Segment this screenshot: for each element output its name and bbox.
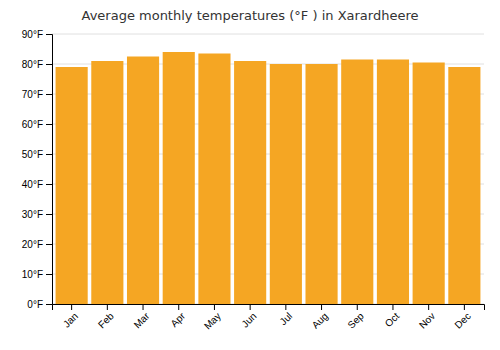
x-tick-mark bbox=[143, 304, 144, 310]
x-tick-mark bbox=[214, 304, 215, 310]
bar bbox=[270, 64, 302, 304]
y-tick-mark bbox=[46, 94, 52, 95]
x-tick-label: Sep bbox=[345, 310, 366, 331]
plot-area: 0°F 10°F 20°F 30°F 40°F 50°F 60°F 70°F 80°F 90°F J… bbox=[22, 29, 485, 332]
y-tick-label: 20°F bbox=[22, 239, 43, 250]
x-tick-label: Apr bbox=[168, 310, 187, 329]
grid bbox=[52, 34, 484, 304]
y-tick-label: 0°F bbox=[27, 299, 43, 310]
x-tick-label: Dec bbox=[452, 310, 472, 330]
y-tick: 80°F bbox=[22, 59, 52, 70]
x-tick: Aug bbox=[310, 304, 330, 331]
y-tick: 20°F bbox=[22, 239, 52, 250]
y-tick: 10°F bbox=[22, 269, 52, 280]
bar bbox=[377, 60, 409, 305]
y-tick-label: 30°F bbox=[22, 209, 43, 220]
x-tick: May bbox=[202, 304, 223, 332]
x-tick-mark bbox=[71, 304, 72, 310]
bar bbox=[305, 64, 337, 304]
y-tick: 70°F bbox=[22, 89, 52, 100]
bar bbox=[448, 67, 480, 304]
x-tick-mark bbox=[357, 304, 358, 310]
x-tick-label: May bbox=[202, 310, 223, 331]
x-tick: Sep bbox=[345, 304, 366, 331]
chart-svg: 0°F 10°F 20°F 30°F 40°F 50°F 60°F 70°F 80°F 90°F J… bbox=[0, 0, 500, 350]
y-tick-label: 80°F bbox=[22, 59, 43, 70]
x-tick-mark bbox=[250, 304, 251, 310]
x-tick-label: Jul bbox=[278, 310, 295, 327]
y-tick-label: 40°F bbox=[22, 179, 43, 190]
x-tick: Nov bbox=[417, 304, 437, 331]
bar bbox=[91, 61, 123, 304]
y-tick: 90°F bbox=[22, 29, 52, 40]
chart-container: 0°F 10°F 20°F 30°F 40°F 50°F 60°F 70°F 80°F 90°F J… bbox=[0, 0, 500, 350]
y-tick: 40°F bbox=[22, 179, 52, 190]
y-tick-label: 70°F bbox=[22, 89, 43, 100]
x-tick: Mar bbox=[132, 304, 152, 330]
bar bbox=[127, 57, 159, 305]
x-tick-mark bbox=[285, 304, 286, 310]
x-tick-label: Mar bbox=[132, 310, 152, 330]
x-tick: Jun bbox=[239, 304, 258, 330]
y-tick-mark bbox=[46, 124, 52, 125]
x-tick: Dec bbox=[452, 304, 472, 331]
x-tick-label: Jun bbox=[239, 310, 258, 329]
y-tick-label: 50°F bbox=[22, 149, 43, 160]
y-tick-mark bbox=[46, 64, 52, 65]
y-axis-line bbox=[46, 35, 53, 305]
grid-line bbox=[52, 34, 484, 35]
x-tick-label: Nov bbox=[417, 310, 437, 330]
x-tick-mark bbox=[107, 304, 108, 310]
bar bbox=[198, 54, 230, 305]
bar bbox=[56, 67, 88, 304]
bars bbox=[56, 52, 481, 304]
y-tick-mark bbox=[46, 274, 52, 275]
y-tick: 30°F bbox=[22, 209, 52, 220]
bar bbox=[413, 63, 445, 305]
bar bbox=[234, 61, 266, 304]
x-tick: Jul bbox=[278, 304, 295, 327]
y-tick-mark bbox=[46, 34, 52, 35]
y-tick-label: 90°F bbox=[22, 29, 43, 40]
x-tick-label: Oct bbox=[383, 310, 402, 329]
x-tick-label: Feb bbox=[96, 310, 116, 330]
y-tick-mark bbox=[46, 304, 52, 305]
x-axis: Jan Feb Mar Apr May Jun Jul Aug Sep Oct Nov Dec bbox=[53, 304, 485, 332]
bar bbox=[163, 52, 195, 304]
x-tick: Feb bbox=[96, 304, 116, 330]
x-tick: Oct bbox=[383, 304, 402, 329]
y-tick-mark bbox=[46, 184, 52, 185]
x-tick-mark bbox=[178, 304, 179, 310]
y-tick: 50°F bbox=[22, 149, 52, 160]
y-tick-mark bbox=[46, 214, 52, 215]
y-tick: 60°F bbox=[22, 119, 52, 130]
x-tick-mark bbox=[321, 304, 322, 310]
bar bbox=[341, 60, 373, 305]
y-tick-label: 10°F bbox=[22, 269, 43, 280]
y-tick-label: 60°F bbox=[22, 119, 43, 130]
y-axis: 0°F 10°F 20°F 30°F 40°F 50°F 60°F 70°F 80°F 90°F bbox=[22, 29, 53, 310]
x-tick-mark bbox=[392, 304, 393, 310]
y-tick-mark bbox=[46, 244, 52, 245]
x-tick-label: Aug bbox=[310, 310, 330, 330]
x-tick-mark bbox=[428, 304, 429, 310]
y-tick-mark bbox=[46, 154, 52, 155]
x-axis-line bbox=[53, 305, 485, 311]
title: Average monthly temperatures (°F ) in Xa… bbox=[82, 8, 419, 23]
x-tick: Jan bbox=[61, 304, 80, 330]
x-tick: Apr bbox=[168, 304, 187, 329]
x-tick-mark bbox=[464, 304, 465, 310]
y-tick: 0°F bbox=[27, 299, 52, 310]
x-tick-label: Jan bbox=[61, 310, 80, 329]
